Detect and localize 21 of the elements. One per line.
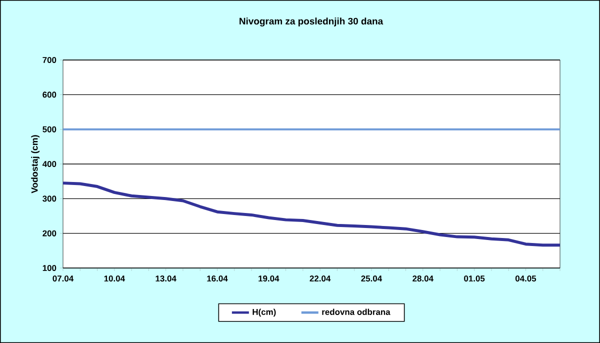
y-tick-label: 600 (42, 92, 56, 98)
x-tick-label: 13.04 (156, 276, 176, 282)
y-tick-label: 100 (42, 265, 56, 271)
x-tick-label: 04.05 (515, 276, 536, 282)
x-tick-label: 19.04 (258, 276, 280, 282)
x-tick-label: 07.04 (52, 276, 74, 282)
chart-title: Nivogram za poslednjih 30 dana (240, 18, 384, 26)
y-tick-label: 300 (42, 196, 56, 202)
y-tick-label: 400 (42, 161, 56, 167)
x-tick-label: 16.04 (207, 276, 228, 282)
x-tick-label: 22.04 (310, 276, 331, 282)
y-tick-label: 200 (42, 230, 56, 236)
x-tick-label: 28.04 (412, 276, 434, 282)
x-tick-label: 10.04 (104, 276, 125, 282)
x-tick-label: 25.04 (361, 276, 382, 282)
y-axis-title: Vodostaj (cm) (31, 135, 40, 194)
legend-label: H(cm) (252, 308, 276, 317)
y-tick-label: 500 (42, 126, 56, 132)
x-tick-label: 01.05 (464, 276, 485, 282)
y-tick-label: 700 (42, 57, 56, 63)
legend-label: redovna odbrana (322, 308, 390, 315)
